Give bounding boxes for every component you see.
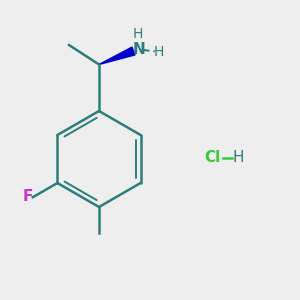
Text: H: H bbox=[153, 45, 164, 59]
Text: Cl: Cl bbox=[204, 150, 220, 165]
Polygon shape bbox=[99, 47, 135, 64]
Text: H: H bbox=[232, 150, 244, 165]
Text: H: H bbox=[133, 27, 143, 41]
Text: F: F bbox=[22, 189, 32, 204]
Text: N: N bbox=[133, 42, 145, 57]
